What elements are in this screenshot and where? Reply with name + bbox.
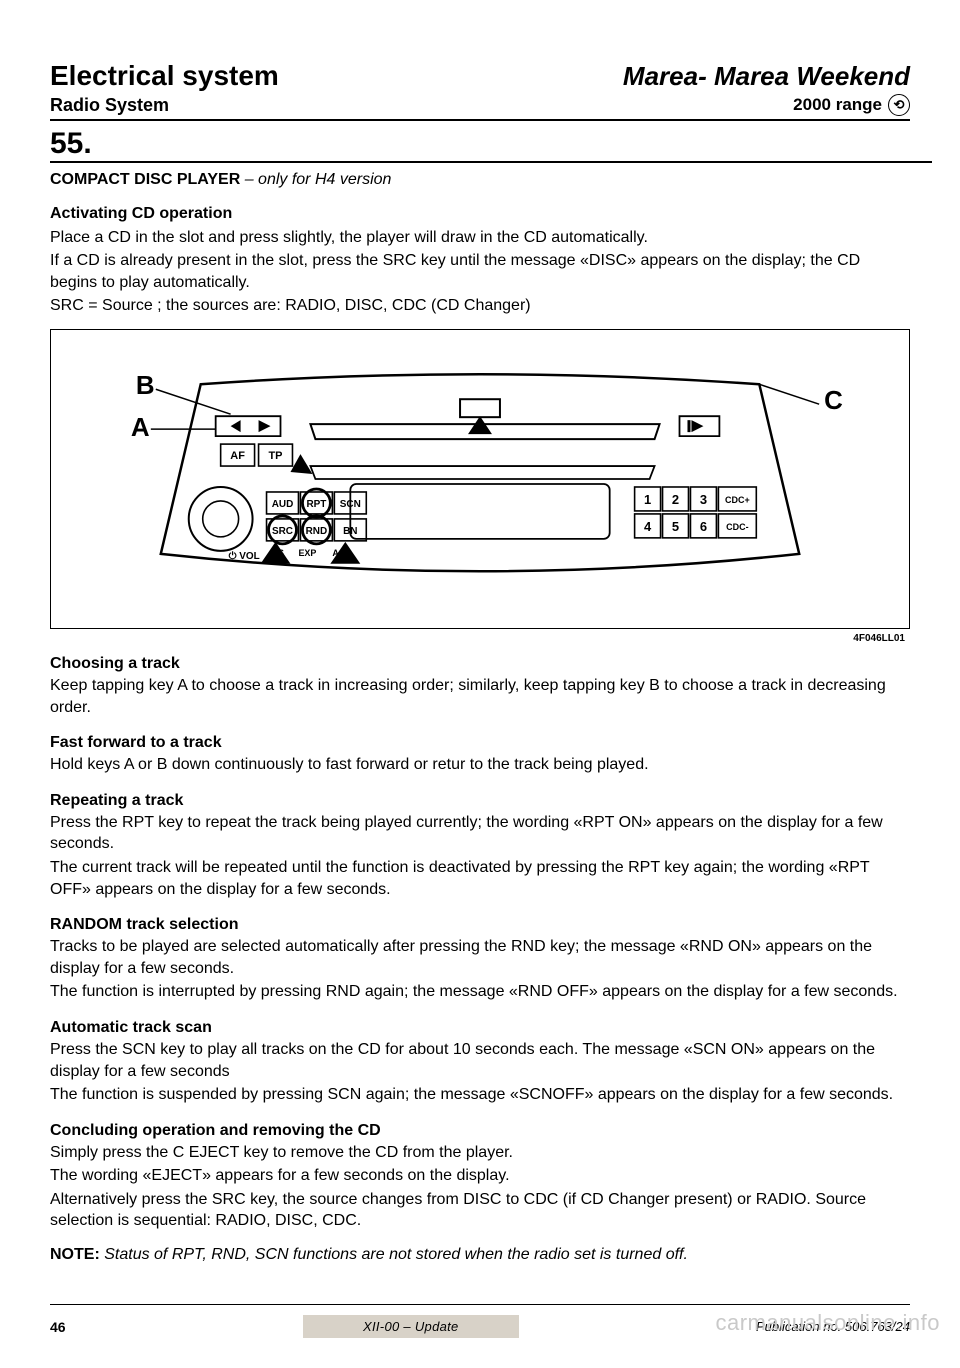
- conclude-p3: Alternatively press the SRC key, the sou…: [50, 1189, 910, 1232]
- svg-text:3: 3: [700, 492, 707, 507]
- choosing-heading: Choosing a track: [50, 655, 910, 673]
- svg-text:CDC-: CDC-: [726, 522, 748, 532]
- radio-diagram-svg: AF TP ⏻ VOL AUD RPT SCN SRC RND BN: [81, 350, 879, 618]
- svg-text:TP: TP: [268, 450, 282, 462]
- activating-p1: Place a CD in the slot and press slightl…: [50, 227, 910, 249]
- svg-text:C: C: [824, 387, 843, 415]
- svg-text:AF: AF: [230, 450, 245, 462]
- svg-text:2: 2: [672, 492, 679, 507]
- repeat-heading: Repeating a track: [50, 792, 910, 810]
- conclude-heading: Concluding operation and removing the CD: [50, 1122, 910, 1140]
- range-text: 2000 range: [793, 95, 882, 115]
- svg-text:BN: BN: [343, 526, 357, 537]
- svg-text:RPT: RPT: [306, 499, 326, 510]
- svg-text:EXP: EXP: [298, 548, 316, 558]
- note-line: NOTE: Status of RPT, RND, SCN functions …: [50, 1246, 910, 1264]
- activating-p2: If a CD is already present in the slot, …: [50, 250, 910, 293]
- watermark: carmanualsonline.info: [715, 1310, 940, 1336]
- section-subtitle: COMPACT DISC PLAYER – only for H4 versio…: [50, 171, 910, 189]
- svg-text:B: B: [136, 372, 155, 400]
- svg-text:6: 6: [700, 519, 707, 534]
- subheader-row: Radio System 2000 range ⟲: [50, 94, 910, 121]
- subtitle-left: Radio System: [50, 95, 169, 116]
- figure-code: 4F046LL01: [853, 633, 905, 644]
- svg-text:5: 5: [672, 519, 679, 534]
- svg-text:A: A: [131, 414, 150, 442]
- auto-p1: Press the SCN key to play all tracks on …: [50, 1039, 910, 1082]
- svg-text:⏻ VOL: ⏻ VOL: [229, 550, 260, 562]
- fast-p: Hold keys A or B down continuously to fa…: [50, 754, 910, 776]
- random-heading: RANDOM track selection: [50, 916, 910, 934]
- radio-figure: AF TP ⏻ VOL AUD RPT SCN SRC RND BN: [50, 329, 910, 629]
- activating-heading: Activating CD operation: [50, 203, 910, 225]
- auto-heading: Automatic track scan: [50, 1019, 910, 1037]
- svg-text:CDC+: CDC+: [725, 495, 750, 505]
- subtitle-italic: – only for H4 version: [240, 171, 391, 188]
- section-number: 55.: [50, 127, 932, 163]
- repeat-p1: Press the RPT key to repeat the track be…: [50, 812, 910, 855]
- header-row: Electrical system Marea- Marea Weekend: [50, 60, 910, 92]
- svg-text:SRC: SRC: [272, 526, 293, 537]
- repeat-icon: ⟲: [888, 94, 910, 116]
- choosing-p: Keep tapping key A to choose a track in …: [50, 675, 910, 718]
- auto-p2: The function is suspended by pressing SC…: [50, 1084, 910, 1106]
- conclude-p1: Simply press the C EJECT key to remove t…: [50, 1142, 910, 1164]
- svg-text:1: 1: [644, 492, 651, 507]
- footer-mid: XII-00 – Update: [303, 1315, 519, 1338]
- svg-text:AUD: AUD: [272, 499, 294, 510]
- note-label: NOTE:: [50, 1246, 100, 1263]
- fast-heading: Fast forward to a track: [50, 734, 910, 752]
- random-p2: The function is interrupted by pressing …: [50, 981, 910, 1003]
- repeat-p2: The current track will be repeated until…: [50, 857, 910, 900]
- subtitle-bold: COMPACT DISC PLAYER: [50, 171, 240, 188]
- activating-p3: SRC = Source ; the sources are: RADIO, D…: [50, 295, 910, 317]
- svg-text:SCN: SCN: [340, 499, 361, 510]
- svg-text:4: 4: [644, 519, 652, 534]
- note-text: Status of RPT, RND, SCN functions are no…: [100, 1246, 688, 1263]
- random-p1: Tracks to be played are selected automat…: [50, 936, 910, 979]
- conclude-p2: The wording «EJECT» appears for a few se…: [50, 1165, 910, 1187]
- page-number: 46: [50, 1319, 66, 1335]
- title-right: Marea- Marea Weekend: [623, 61, 910, 92]
- page-root: Electrical system Marea- Marea Weekend R…: [0, 0, 960, 1368]
- subtitle-right: 2000 range ⟲: [793, 94, 910, 116]
- title-left: Electrical system: [50, 60, 279, 92]
- svg-text:RND: RND: [306, 526, 328, 537]
